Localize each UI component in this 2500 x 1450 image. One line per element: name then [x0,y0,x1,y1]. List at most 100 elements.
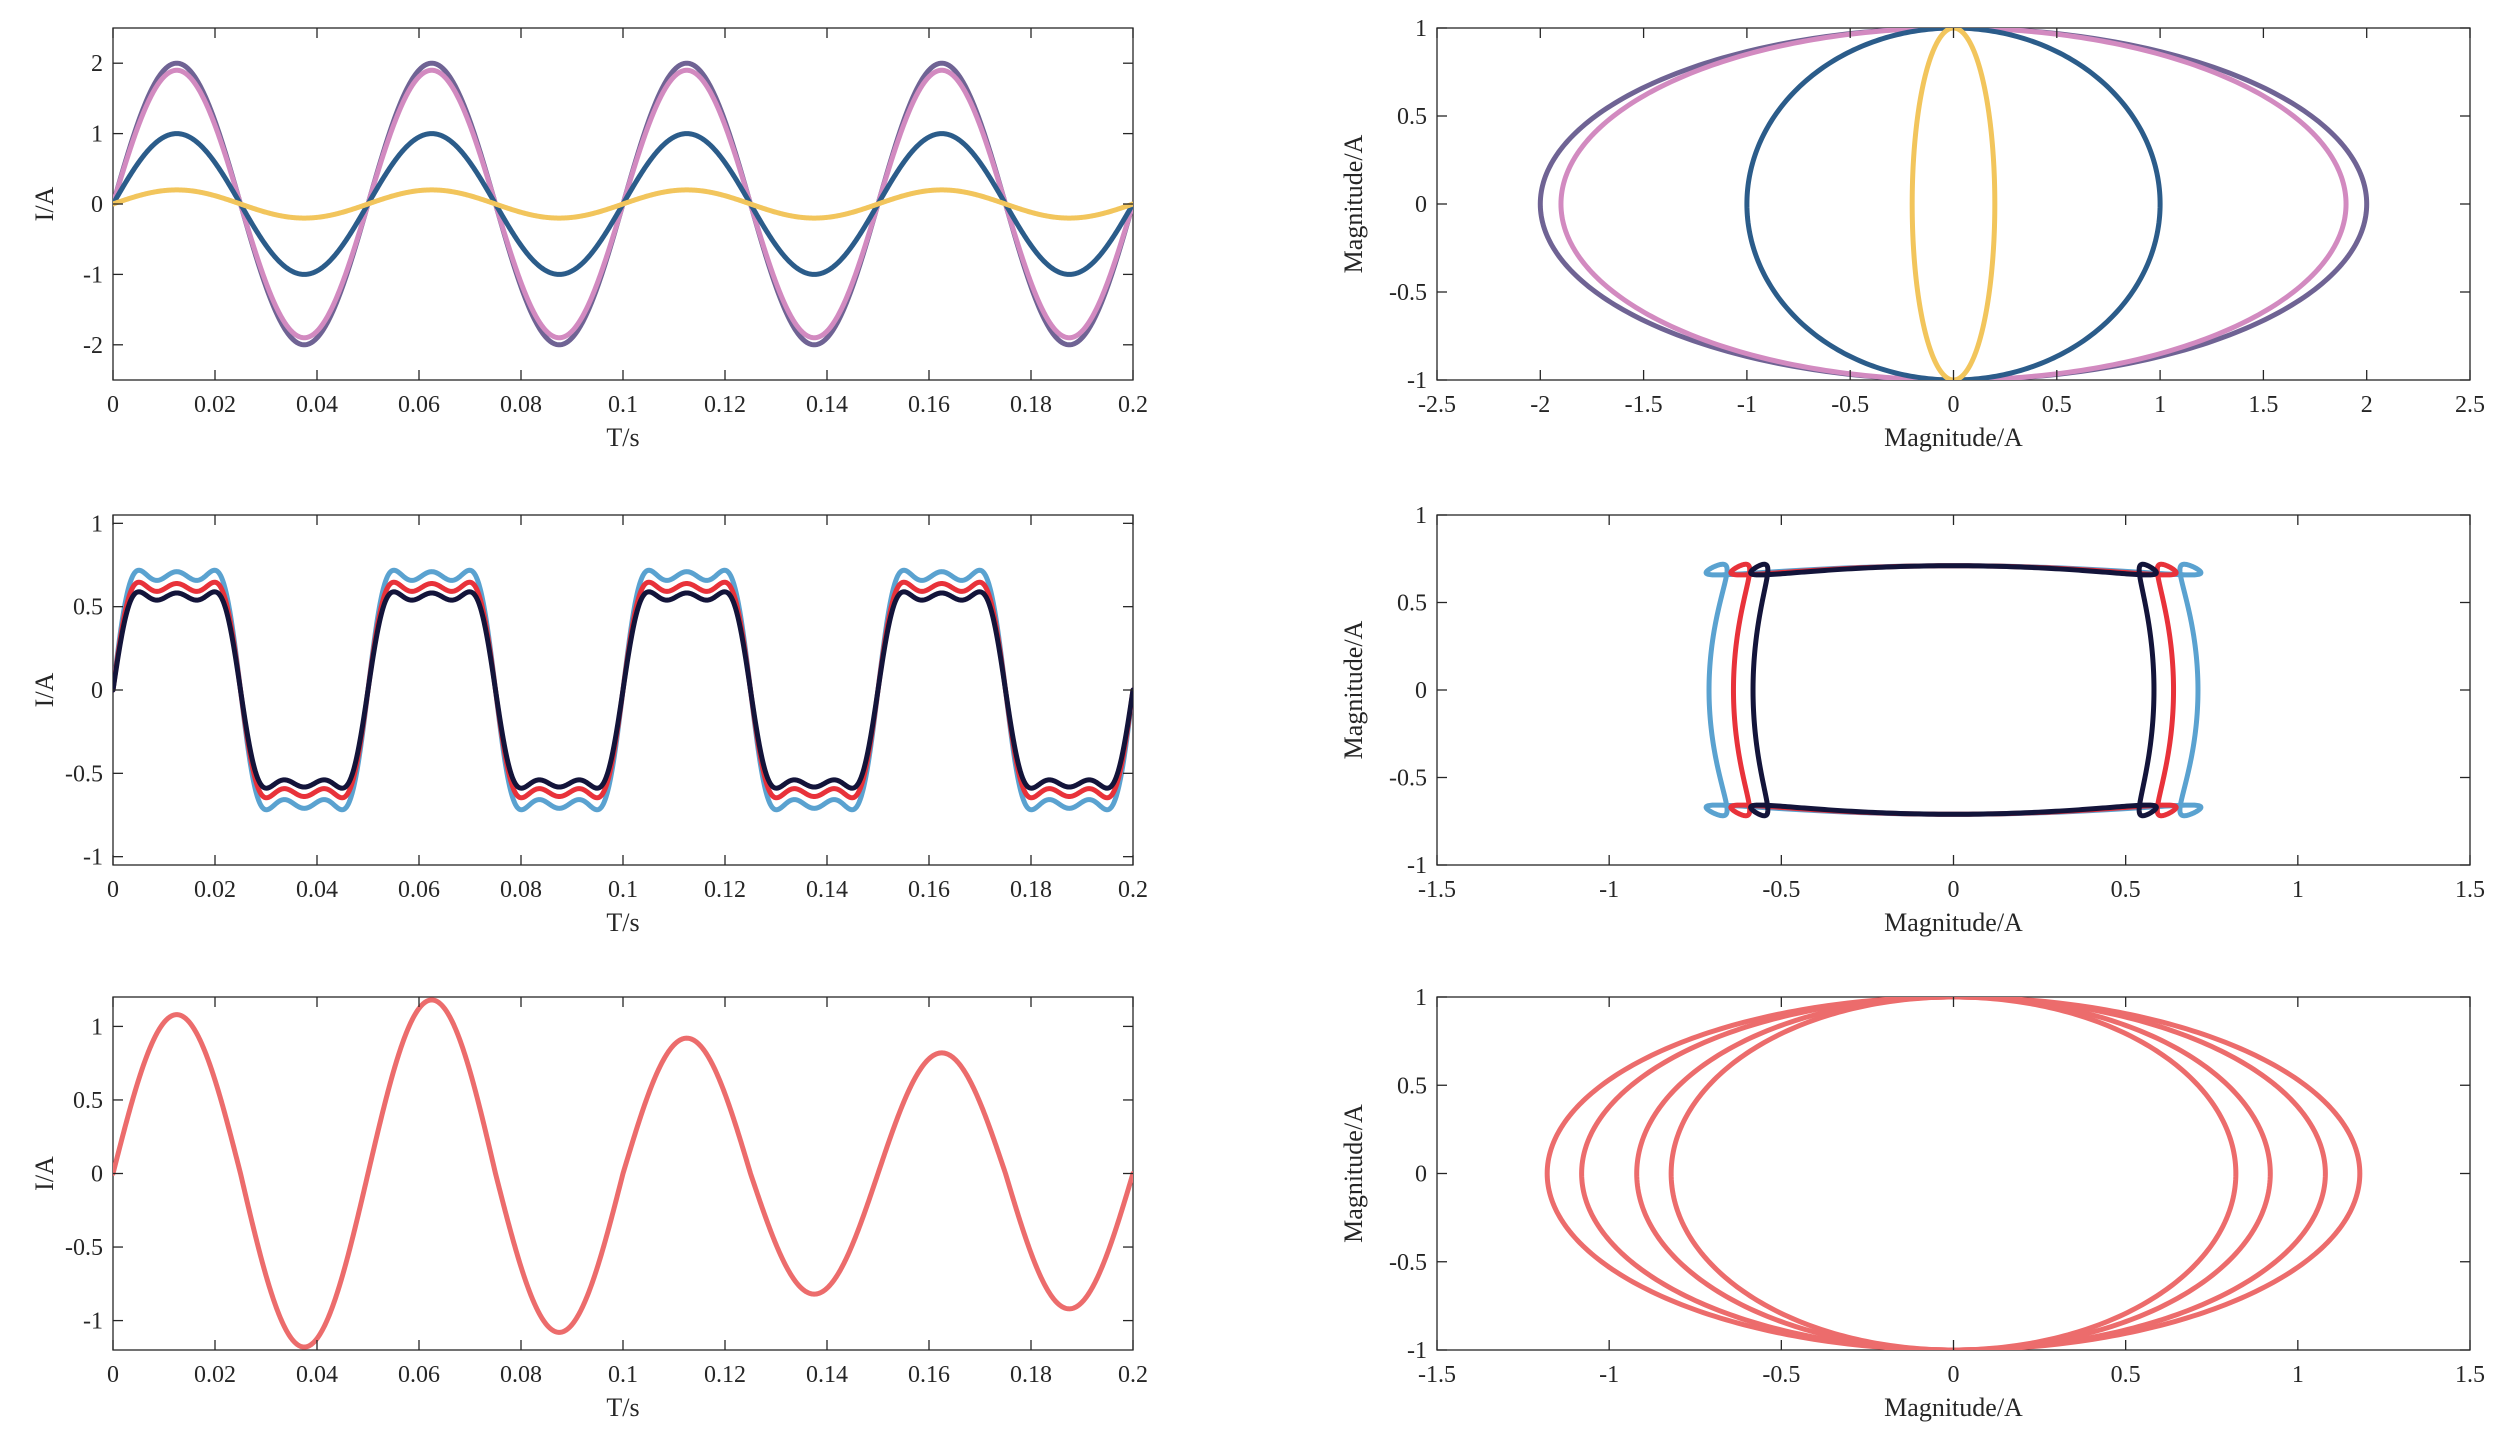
y-tick-label: 0.5 [1397,1073,1427,1099]
y-tick-label: -0.5 [65,1235,103,1261]
x-tick-label: 0.04 [296,877,338,903]
x-tick-label: 0.16 [908,1362,950,1388]
x-tick-label: 0 [1948,1362,1960,1388]
y-tick-label: -0.5 [65,761,103,787]
x-tick-label: 0 [107,392,119,418]
x-tick-label: 0.12 [704,392,746,418]
y-tick-label: 0 [91,1162,103,1188]
plot-area [1703,561,2204,819]
plot-area [1537,28,2370,380]
x-tick-label: 0.1 [608,877,638,903]
y-tick-label: -1 [83,262,103,288]
y-tick-label: 0.5 [73,1088,103,1114]
y-tick-label: 0.5 [1397,104,1427,130]
y-tick-label: 0 [1415,192,1427,218]
series-line-2 [1728,561,2179,819]
plot-area [113,997,1133,1350]
x-tick-label: 2.5 [2455,392,2485,418]
series-line-2 [1558,28,2349,380]
x-tick-label: -1.5 [1418,1362,1456,1388]
y-tick-label: 0 [91,192,103,218]
y-tick-label: 1 [1415,985,1427,1011]
x-axis-label: T/s [606,1393,639,1422]
y-tick-label: 1 [91,122,103,148]
x-axis-label: Magnitude/A [1884,908,2023,937]
y-axis-label: I/A [30,672,59,707]
y-tick-label: -0.5 [1389,280,1427,306]
x-tick-label: 0 [1948,392,1960,418]
y-axis-label: Magnitude/A [1339,134,1368,273]
plot-area [113,60,1133,348]
series-line-3 [1748,561,2159,819]
series-line-3 [1744,28,2163,380]
x-tick-label: 0.5 [2111,877,2141,903]
y-tick-label: -0.5 [1389,1250,1427,1276]
y-tick-label: 1 [1415,503,1427,529]
y-tick-label: -1 [1407,368,1427,394]
x-tick-label: -0.5 [1762,1362,1800,1388]
x-tick-label: 0.18 [1010,392,1052,418]
subplot-5: 0 0.02 0.04 0.06 0.08 0.1 0.12 0.14 0.16 0.18 0.2 -… [30,996,1148,1422]
x-tick-label: -0.5 [1831,392,1869,418]
x-tick-label: 0.02 [194,392,236,418]
y-tick-label: 1 [91,511,103,537]
subplot-2: -2.5 -2 -1.5 -1 -0.5 0 0.5 1 1.5 2 2.5 -1 -0.5 0 0.5 1 M… [1339,16,2485,452]
axes-frame [1436,27,2471,381]
x-tick-label: 1.5 [2455,877,2485,903]
x-tick-label: 0.06 [398,1362,440,1388]
y-tick-label: -1 [83,845,103,871]
x-tick-label: 0.16 [908,877,950,903]
x-axis-label: T/s [606,908,639,937]
x-tick-label: 1 [2292,1362,2304,1388]
x-axis-label: T/s [606,423,639,452]
series-line-4 [113,187,1133,221]
x-tick-label: 0 [107,877,119,903]
x-tick-label: 2 [2361,392,2373,418]
x-tick-label: 0.06 [398,392,440,418]
y-tick-label: 0 [1415,678,1427,704]
x-tick-label: 0.08 [500,877,542,903]
x-tick-label: 0.14 [806,1362,848,1388]
y-tick-label: -0.5 [1389,766,1427,792]
x-tick-label: 0.2 [1118,1362,1148,1388]
y-tick-label: -1 [1407,1338,1427,1364]
x-tick-label: 0.12 [704,877,746,903]
y-tick-label: 2 [91,51,103,77]
series-line-3 [113,589,1133,791]
subplot-1: 0 0.02 0.04 0.06 0.08 0.1 0.12 0.14 0.16 0.18 0.2 -… [30,27,1148,452]
x-tick-label: 0 [1948,877,1960,903]
x-tick-label: 0.02 [194,1362,236,1388]
y-axis-label: Magnitude/A [1339,620,1368,759]
y-tick-label: 0 [1415,1162,1427,1188]
x-tick-label: -1.5 [1625,392,1663,418]
y-tick-label: -1 [1407,853,1427,879]
series-line-1 [1537,28,2370,380]
x-tick-label: 0.08 [500,1362,542,1388]
series-line-1 [113,997,1133,1350]
y-tick-label: 1 [91,1014,103,1040]
x-tick-label: 0.12 [704,1362,746,1388]
x-tick-label: -1 [1599,1362,1619,1388]
x-axis-label: Magnitude/A [1884,1393,2023,1422]
x-tick-label: 1 [2154,392,2166,418]
y-axis-label: Magnitude/A [1339,1104,1368,1243]
plot-area [1544,997,2363,1350]
x-tick-label: 0.04 [296,392,338,418]
x-tick-label: 0.08 [500,392,542,418]
subplot-3: 0 0.02 0.04 0.06 0.08 0.1 0.12 0.14 0.16 0.18 0.2 -… [30,511,1148,937]
x-tick-label: 0.5 [2042,392,2072,418]
x-axis-label: Magnitude/A [1884,423,2023,452]
axes-frame [1436,996,2471,1351]
x-tick-label: 1.5 [2455,1362,2485,1388]
x-tick-label: 0.16 [908,392,950,418]
x-tick-label: 0.18 [1010,877,1052,903]
x-tick-label: -2.5 [1418,392,1456,418]
x-tick-label: 0.2 [1118,392,1148,418]
x-tick-label: 0.04 [296,1362,338,1388]
series-line-1-2 [1579,997,2328,1350]
subplot-4: -1.5 -1 -0.5 0 0.5 1 1.5-1-0.500.51Magnitude/A… [1339,503,2485,937]
x-tick-label: -2 [1530,392,1550,418]
y-tick-label: 0.5 [1397,591,1427,617]
x-tick-label: 0.14 [806,877,848,903]
